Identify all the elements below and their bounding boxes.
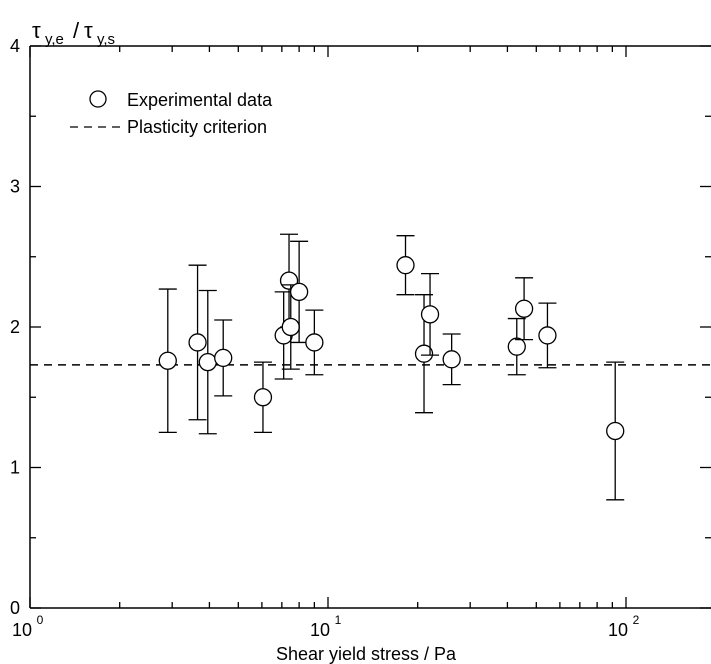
data-point <box>289 240 309 344</box>
x-tick-label-exponent: 0 <box>37 613 44 627</box>
data-point <box>198 289 217 435</box>
data-point-marker <box>253 388 273 407</box>
data-point-marker <box>289 282 309 302</box>
data-point-marker <box>158 351 177 370</box>
data-point <box>507 317 526 376</box>
x-tick-label: 10 <box>608 620 628 640</box>
data-point-marker <box>514 299 534 318</box>
data-point-marker <box>305 333 324 352</box>
data-point-marker <box>214 348 233 368</box>
data-point-marker <box>414 344 434 363</box>
y-tick-label: 2 <box>10 317 20 337</box>
data-point-marker <box>396 256 415 275</box>
x-tick-label: 10 <box>310 620 330 640</box>
x-tick-label: 10 <box>12 620 32 640</box>
data-point <box>188 264 207 421</box>
data-points <box>158 233 625 501</box>
data-point <box>279 233 299 328</box>
x-axis-title: Shear yield stress / Pa <box>276 644 457 664</box>
y-tick-label: 1 <box>10 458 20 478</box>
y-tick-label: 0 <box>10 598 20 618</box>
data-point <box>396 235 415 296</box>
legend-label-experimental: Experimental data <box>127 90 273 110</box>
data-point <box>420 272 440 356</box>
data-point <box>253 361 273 434</box>
data-point-marker <box>442 350 461 369</box>
data-point <box>442 333 461 386</box>
y-axis-title: τ y,e / τ y,s <box>32 18 115 48</box>
y-axis-title-sub-num: y,e <box>45 31 64 48</box>
data-point-marker <box>507 337 526 356</box>
y-tick-label: 4 <box>10 36 20 56</box>
data-point <box>305 309 324 376</box>
y-axis-title-slash: / <box>73 18 80 43</box>
legend-label-plasticity: Plasticity criterion <box>127 117 267 137</box>
data-point-marker <box>420 305 440 324</box>
y-axis-title-tau-den: τ <box>84 18 93 43</box>
y-tick-label: 3 <box>10 177 20 197</box>
data-point <box>538 302 557 369</box>
data-point-marker <box>538 326 557 345</box>
data-point-marker <box>606 421 625 441</box>
data-point <box>606 361 625 501</box>
data-point-marker <box>198 352 217 372</box>
data-point-marker <box>188 333 207 352</box>
x-tick-label-exponent: 2 <box>633 613 640 627</box>
data-point <box>214 319 233 397</box>
legend: Experimental data Plasticity criterion <box>70 90 273 137</box>
y-axis-title-sub-den: y,s <box>97 31 115 48</box>
data-point <box>514 277 534 341</box>
data-point-marker <box>281 317 300 337</box>
data-point <box>158 288 177 434</box>
x-tick-label-exponent: 1 <box>335 613 342 627</box>
legend-marker-experimental <box>89 90 107 108</box>
y-axis-title-tau-num: τ <box>32 18 41 43</box>
